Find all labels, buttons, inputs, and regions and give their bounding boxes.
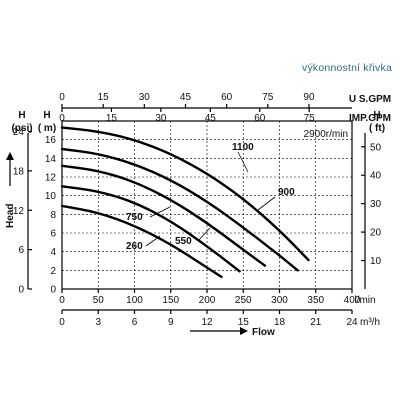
lmin-tick-label: 200 <box>199 295 216 306</box>
curve-750 <box>60 164 267 267</box>
m-axis-unit: ( m) <box>38 123 56 134</box>
usgpm-tick-label: 15 <box>98 92 110 103</box>
m-tick-label: 16 <box>45 135 57 146</box>
speed-label: 2900r/min <box>304 129 348 140</box>
usgpm-tick-label: 90 <box>303 92 315 103</box>
curve-label-leader-750 <box>149 206 171 218</box>
lmin-tick-label: 350 <box>307 295 324 306</box>
curve-550 <box>60 185 241 273</box>
chart-grid <box>62 121 352 289</box>
curve-label-550: 550 <box>175 236 192 247</box>
psi-axis-unit: (psi) <box>11 123 32 134</box>
impgpm-tick-label: 15 <box>106 113 118 124</box>
m-axis-header: H <box>43 110 50 121</box>
usgpm-tick-label: 0 <box>59 92 65 103</box>
m3h-tick-label: 15 <box>238 317 250 328</box>
usgpm-unit: U S.GPM <box>349 94 391 105</box>
m-tick-label: 12 <box>45 173 57 184</box>
m-tick-label: 8 <box>50 210 56 221</box>
impgpm-tick-label: 45 <box>205 113 217 124</box>
lmin-tick-label: 0 <box>59 295 65 306</box>
ft-tick-label: 20 <box>370 228 382 239</box>
m3h-tick-label: 12 <box>201 317 213 328</box>
lmin-tick-label: 300 <box>271 295 288 306</box>
usgpm-tick-label: 30 <box>139 92 151 103</box>
ft-tick-label: 40 <box>370 171 382 182</box>
curve-260 <box>60 204 223 279</box>
curve-label-750: 750 <box>126 212 143 223</box>
curve-label-1100: 1100 <box>232 142 254 153</box>
chart-caption: výkonnostní křivka <box>302 62 392 74</box>
m-tick-label: 4 <box>50 247 56 258</box>
chart-curves <box>60 126 310 279</box>
curve-label-leader-900 <box>257 196 276 211</box>
m3h-unit: m³/h <box>360 317 380 328</box>
ft-tick-label: 30 <box>370 199 382 210</box>
psi-tick-label: 18 <box>13 166 25 177</box>
ft-tick-label: 10 <box>370 256 382 267</box>
psi-tick-label: 24 <box>13 127 25 138</box>
curve-label-leader-260 <box>145 235 161 247</box>
m3h-tick-label: 21 <box>310 317 322 328</box>
lmin-tick-label: 150 <box>162 295 179 306</box>
impgpm-tick-label: 75 <box>304 113 316 124</box>
curve-label-900: 900 <box>278 187 295 198</box>
flow-axis-label: Flow <box>252 327 275 338</box>
lmin-unit: l/min <box>354 295 375 306</box>
ft-tick-label: 50 <box>370 142 382 153</box>
curve-900 <box>60 147 299 272</box>
usgpm-tick-label: 60 <box>221 92 233 103</box>
ft-axis-header: H <box>373 110 380 121</box>
flow-arrow-head <box>240 327 248 335</box>
curve-label-leader-1100 <box>237 151 249 173</box>
m-tick-label: 2 <box>50 266 56 277</box>
psi-tick-label: 0 <box>18 285 24 296</box>
m-tick-label: 10 <box>45 191 57 202</box>
curve-label-leader-550 <box>197 227 211 242</box>
usgpm-tick-label: 75 <box>262 92 274 103</box>
m-tick-label: 0 <box>50 285 56 296</box>
m3h-tick-label: 18 <box>274 317 286 328</box>
impgpm-tick-label: 30 <box>155 113 167 124</box>
m-tick-label: 6 <box>50 229 56 240</box>
m3h-tick-label: 3 <box>95 317 101 328</box>
head-axis-label: Head <box>5 204 16 228</box>
impgpm-tick-label: 0 <box>59 113 65 124</box>
chart-labels: U S.GPM IMP.GPM l/min m³/h Flow H ( m) H (psi) He… <box>5 94 391 338</box>
psi-axis-header: H <box>18 110 25 121</box>
psi-tick-label: 6 <box>18 245 24 256</box>
m3h-tick-label: 0 <box>59 317 65 328</box>
impgpm-unit: IMP.GPM <box>349 113 391 124</box>
impgpm-tick-label: 60 <box>254 113 266 124</box>
m3h-tick-label: 6 <box>132 317 138 328</box>
curve-label-260: 260 <box>126 241 143 252</box>
lmin-tick-label: 50 <box>93 295 105 306</box>
psi-tick-label: 12 <box>13 206 25 217</box>
chart-ticks: 0 15 30 45 60 75 900 15 30 45 60 750 50 100 150 200 250 3… <box>13 92 382 328</box>
head-arrow-head <box>6 152 14 160</box>
m3h-tick-label: 24 <box>346 317 358 328</box>
lmin-tick-label: 100 <box>126 295 143 306</box>
lmin-tick-label: 250 <box>235 295 252 306</box>
lmin-tick-label: 400 <box>344 295 361 306</box>
ft-axis-unit: ( ft) <box>369 123 385 134</box>
usgpm-tick-label: 45 <box>180 92 192 103</box>
curve-1100 <box>60 126 310 262</box>
m-tick-label: 14 <box>45 154 57 165</box>
m3h-tick-label: 9 <box>168 317 174 328</box>
